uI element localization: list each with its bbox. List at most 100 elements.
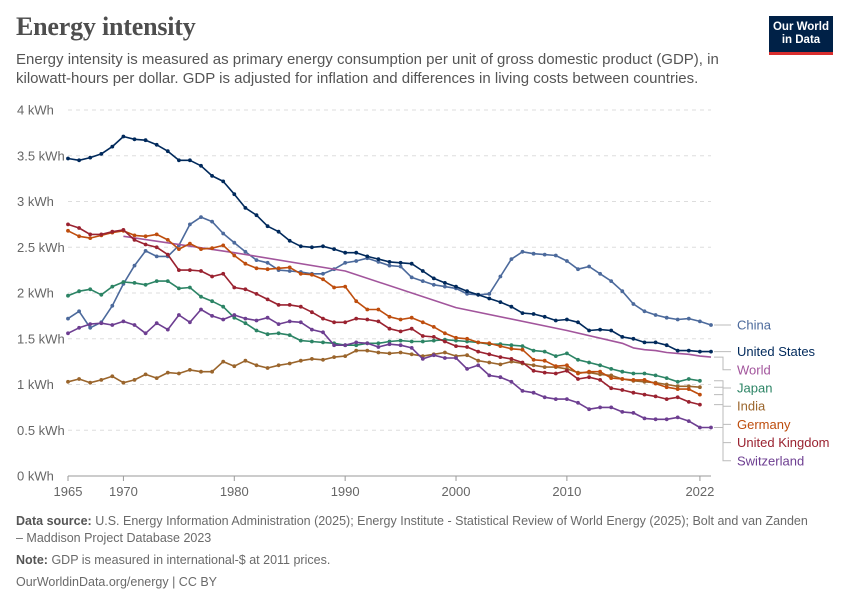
data-point-united-states[interactable] xyxy=(476,292,481,297)
data-point-india[interactable] xyxy=(609,373,614,378)
data-point-china[interactable] xyxy=(110,303,115,308)
data-point-united-kingdom[interactable] xyxy=(99,232,104,237)
data-point-switzerland[interactable] xyxy=(498,375,503,380)
data-point-germany[interactable] xyxy=(553,364,558,369)
data-point-switzerland[interactable] xyxy=(520,389,525,393)
data-point-united-kingdom[interactable] xyxy=(653,394,658,399)
data-point-china[interactable] xyxy=(210,219,215,224)
data-point-switzerland[interactable] xyxy=(110,323,115,327)
data-point-india[interactable] xyxy=(476,358,481,363)
data-point-germany[interactable] xyxy=(576,371,580,376)
data-point-united-states[interactable] xyxy=(321,244,325,249)
data-point-japan[interactable] xyxy=(199,294,203,299)
data-point-japan[interactable] xyxy=(276,331,281,336)
data-point-germany[interactable] xyxy=(509,346,514,351)
data-point-china[interactable] xyxy=(653,313,658,317)
data-point-china[interactable] xyxy=(321,271,325,276)
data-point-united-kingdom[interactable] xyxy=(565,368,569,373)
data-point-china[interactable] xyxy=(465,292,469,296)
data-point-united-states[interactable] xyxy=(232,192,237,197)
data-point-switzerland[interactable] xyxy=(132,323,137,327)
data-point-germany[interactable] xyxy=(431,325,436,329)
data-point-china[interactable] xyxy=(620,289,625,294)
data-point-india[interactable] xyxy=(465,353,469,358)
data-point-china[interactable] xyxy=(431,282,436,287)
data-point-germany[interactable] xyxy=(498,344,503,348)
data-point-india[interactable] xyxy=(154,376,159,380)
series-line-india[interactable] xyxy=(67,349,700,388)
data-point-switzerland[interactable] xyxy=(576,400,580,405)
data-point-united-states[interactable] xyxy=(298,244,303,249)
data-point-switzerland[interactable] xyxy=(653,417,658,422)
data-point-china[interactable] xyxy=(376,260,381,264)
data-point-india[interactable] xyxy=(387,351,392,356)
data-point-china[interactable] xyxy=(609,279,614,283)
data-point-germany[interactable] xyxy=(642,378,647,382)
data-point-united-states[interactable] xyxy=(132,137,137,142)
data-point-china[interactable] xyxy=(398,264,403,269)
data-point-china[interactable] xyxy=(354,259,359,263)
data-point-germany[interactable] xyxy=(243,261,248,266)
data-point-japan[interactable] xyxy=(287,333,292,337)
data-point-china[interactable] xyxy=(553,253,558,258)
data-point-switzerland[interactable] xyxy=(276,322,281,326)
data-point-united-states[interactable] xyxy=(387,260,392,264)
series-line-china[interactable] xyxy=(67,216,712,329)
data-point-united-states[interactable] xyxy=(609,328,614,333)
data-point-united-states[interactable] xyxy=(409,261,414,266)
data-point-germany[interactable] xyxy=(143,234,148,239)
data-point-india[interactable] xyxy=(365,348,370,353)
data-point-united-states[interactable] xyxy=(221,179,226,184)
data-point-china[interactable] xyxy=(542,252,547,257)
data-point-switzerland[interactable] xyxy=(265,315,270,320)
end-label-united-states[interactable]: United States xyxy=(737,344,816,359)
data-point-china[interactable] xyxy=(587,264,591,269)
data-point-germany[interactable] xyxy=(409,315,414,320)
data-point-china[interactable] xyxy=(598,271,602,276)
data-point-china[interactable] xyxy=(254,258,259,262)
data-point-germany[interactable] xyxy=(321,277,325,282)
data-point-switzerland[interactable] xyxy=(232,313,237,317)
data-point-germany[interactable] xyxy=(66,228,70,233)
data-point-japan[interactable] xyxy=(387,339,392,344)
data-point-switzerland[interactable] xyxy=(332,343,336,348)
data-point-japan[interactable] xyxy=(520,344,525,348)
data-point-switzerland[interactable] xyxy=(420,357,425,361)
data-point-germany[interactable] xyxy=(653,381,658,386)
data-point-united-kingdom[interactable] xyxy=(265,297,270,302)
data-point-united-kingdom[interactable] xyxy=(132,238,137,242)
data-point-china[interactable] xyxy=(221,231,226,236)
data-point-united-states[interactable] xyxy=(165,149,170,154)
data-point-united-states[interactable] xyxy=(443,281,447,285)
data-point-united-kingdom[interactable] xyxy=(487,352,492,357)
data-point-germany[interactable] xyxy=(221,243,226,248)
data-point-germany[interactable] xyxy=(420,320,425,325)
data-point-china[interactable] xyxy=(199,215,203,220)
data-point-united-states[interactable] xyxy=(254,213,259,218)
data-point-switzerland[interactable] xyxy=(409,346,414,350)
data-point-united-kingdom[interactable] xyxy=(321,316,325,321)
data-point-united-kingdom[interactable] xyxy=(664,397,669,401)
data-point-united-states[interactable] xyxy=(498,300,503,304)
data-point-united-states[interactable] xyxy=(420,269,425,273)
data-point-china[interactable] xyxy=(709,323,713,327)
data-point-germany[interactable] xyxy=(465,336,469,341)
data-point-india[interactable] xyxy=(232,364,237,369)
data-point-united-states[interactable] xyxy=(664,343,669,348)
data-point-united-states[interactable] xyxy=(343,250,348,255)
data-point-japan[interactable] xyxy=(310,339,314,344)
data-point-japan[interactable] xyxy=(154,279,159,283)
data-point-switzerland[interactable] xyxy=(387,342,392,347)
data-point-india[interactable] xyxy=(199,369,203,374)
data-point-united-states[interactable] xyxy=(243,206,248,210)
data-point-germany[interactable] xyxy=(443,331,447,336)
data-point-japan[interactable] xyxy=(531,348,536,353)
data-point-germany[interactable] xyxy=(376,307,381,312)
data-point-japan[interactable] xyxy=(143,282,148,287)
data-point-united-kingdom[interactable] xyxy=(686,400,691,404)
data-point-japan[interactable] xyxy=(77,289,81,294)
data-point-india[interactable] xyxy=(110,374,115,379)
data-point-united-kingdom[interactable] xyxy=(520,360,525,365)
data-point-germany[interactable] xyxy=(298,271,303,276)
data-point-japan[interactable] xyxy=(620,369,625,374)
